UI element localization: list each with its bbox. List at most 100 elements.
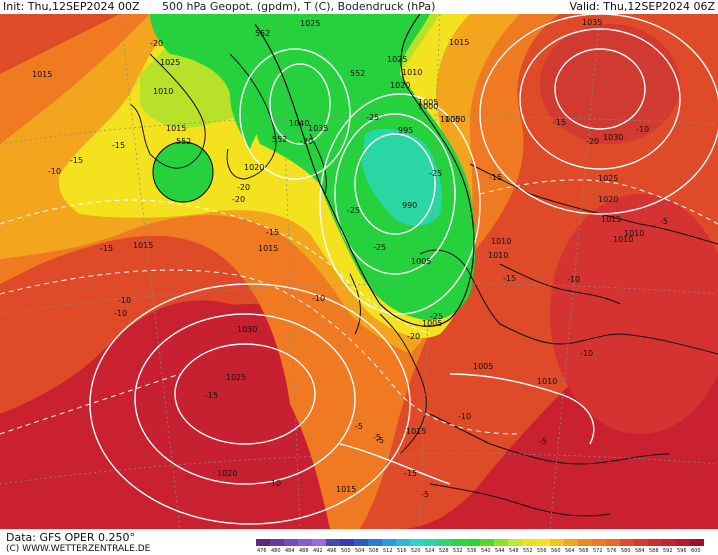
colorbar-label: 532 [453,548,463,553]
pressure-label: 1035 [308,124,328,133]
temperature-label: -15 [404,469,417,478]
temperature-label: -15 [205,391,218,400]
colorbar-swatch [690,539,704,546]
pressure-label: 1000 [445,115,465,124]
temperature-label: -10 [268,479,281,488]
colorbar-label: 484 [285,548,295,553]
colorbar-swatch [438,539,452,546]
colorbar-swatch [466,539,480,546]
valid-time: Valid: Thu,12SEP2024 06Z [569,0,715,13]
colorbar-label: 600 [691,548,701,553]
colorbar-swatch [592,539,606,546]
colorbar-label: 476 [257,548,267,553]
coastlines [129,53,718,517]
colorbar-label: 580 [621,548,631,553]
pressure-label: 1010 [491,237,511,246]
colorbar-label: 536 [467,548,477,553]
pressure-label: 1015 [336,485,356,494]
pressure-label: 1025 [598,174,618,183]
temperature-label: -5 [355,422,363,431]
temperature-label: -15 [112,141,125,150]
colorbar-swatch [494,539,508,546]
colorbar-swatch [340,539,354,546]
temperature-label: -20 [150,39,163,48]
colorbar-label: 492 [313,548,323,553]
pressure-label: 1010 [624,229,644,238]
colorbar-swatch [298,539,312,546]
temperature-label: -20 [300,137,313,146]
temperature-label: -15 [489,173,502,182]
geopot-label: 552 [350,69,365,78]
pressure-label: 995 [398,126,413,135]
geopot-labels: 552 552 552 552 [176,29,365,146]
colorbar-swatch [382,539,396,546]
pressure-label: 1025 [226,373,246,382]
pressure-label: 1030 [237,325,257,334]
temperature-label: -25 [347,206,360,215]
pressure-label: 1010 [153,87,173,96]
colorbar-swatch [270,539,284,546]
colorbar-swatch [326,539,340,546]
temperature-label: -10 [636,125,649,134]
colorbar-swatch [536,539,550,546]
pressure-label: 1010 [402,68,422,77]
temperature-label: -10 [114,309,127,318]
colorbar-label: 488 [299,548,309,553]
colorbar-swatch [522,539,536,546]
temperature-label: -10 [312,294,325,303]
temperature-label: -10 [580,349,593,358]
colorbar-label: 520 [411,548,421,553]
temperature-label: -25 [366,113,379,122]
colorbar-swatch [354,539,368,546]
pressure-label: 1015 [449,38,469,47]
pressure-label: 1015 [133,241,153,250]
temperature-label: -15 [553,118,566,127]
pressure-label: 1005 [411,257,431,266]
colorbar-swatch [578,539,592,546]
colorbar-swatch [256,539,270,546]
colorbar-swatch [676,539,690,546]
pressure-label: 1025 [387,55,407,64]
colorbar-swatch [396,539,410,546]
colorbar-label: 512 [383,548,393,553]
temperature-label: -10 [458,412,471,421]
colorbar-swatch [312,539,326,546]
colorbar-label: 508 [369,548,379,553]
colorbar-label: 548 [509,548,519,553]
band-teal [362,128,442,226]
colorbar-label: 504 [355,548,365,553]
colorbar-label: 528 [439,548,449,553]
colorbar-swatch [564,539,578,546]
pressure-label: 1015 [166,124,186,133]
colorbar-swatch [424,539,438,546]
colorbar-swatch [368,539,382,546]
colorbar-label: 524 [425,548,435,553]
blob-deep-red-east [550,194,718,434]
colorbar-swatch [284,539,298,546]
colorbar-label: 592 [663,548,673,553]
colorbar-label: 584 [635,548,645,553]
geopot-label: 552 [272,135,287,144]
pressure-label: 1020 [244,163,264,172]
map-header: Init: Thu,12SEP2024 00Z 500 hPa Geopot. … [0,0,718,14]
temperature-label: -20 [232,195,245,204]
temperature-label: -5 [660,217,668,226]
isotherms [0,179,718,435]
pressure-label: 990 [402,201,417,210]
temperature-label: -25 [430,312,443,321]
colorbar-label: 540 [481,548,491,553]
pressure-label: 1015 [32,70,52,79]
temperature-label: -15 [70,156,83,165]
pressure-label: 1005 [422,319,442,328]
colorbar-swatch [648,539,662,546]
pressure-label: 1010 [488,251,508,260]
pressure-label: 1020 [390,81,410,90]
pressure-label: 1000 [418,102,438,111]
pressure-label: 1015 [601,215,621,224]
pressure-label: 1005 [440,115,460,124]
temperature-label: -20 [237,183,250,192]
colorbar-label: 572 [593,548,603,553]
colorbar-swatch [634,539,648,546]
data-source: Data: GFS OPER 0.250° [6,531,135,544]
colorbar-label: 560 [551,548,561,553]
